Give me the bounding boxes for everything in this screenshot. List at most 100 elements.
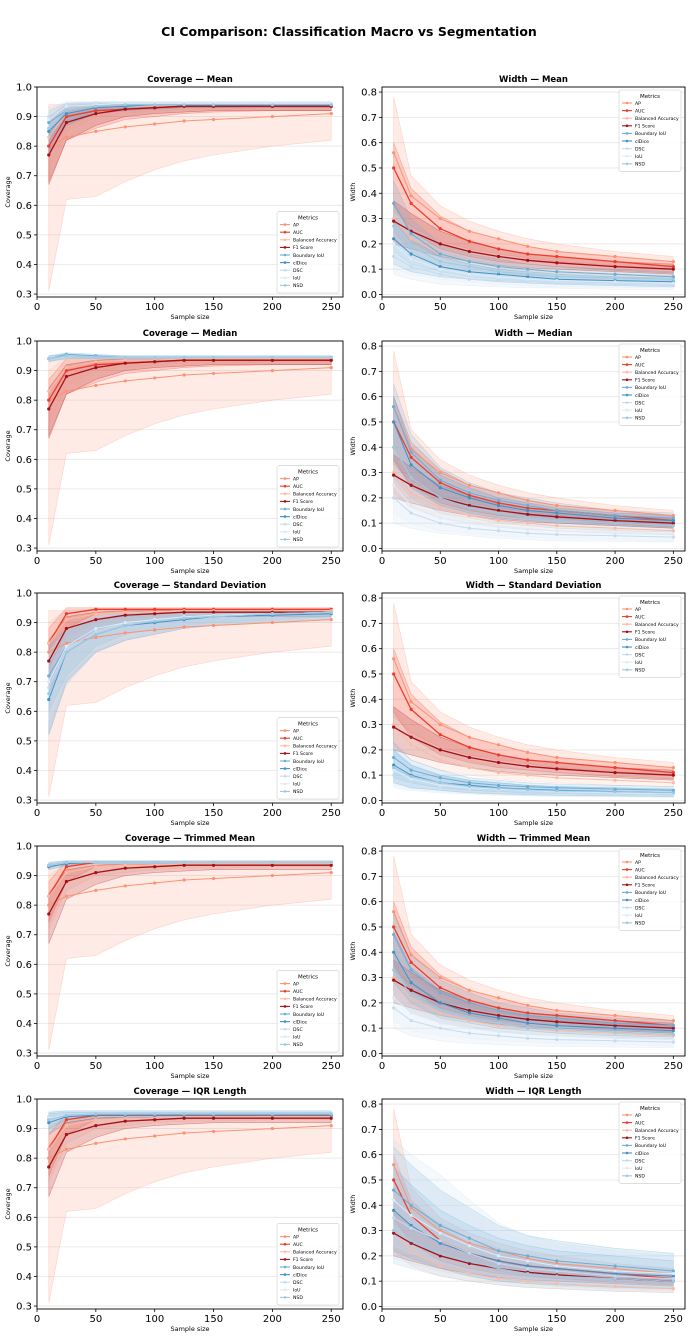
data-point <box>496 491 501 495</box>
data-point <box>153 355 157 359</box>
data-point <box>94 626 98 631</box>
data-point <box>123 1116 127 1120</box>
data-point <box>47 114 51 119</box>
x-tick-label: 150 <box>204 1061 223 1072</box>
chart-title: Width — Mean <box>499 75 568 85</box>
legend-marker <box>625 386 629 389</box>
data-point <box>211 615 216 619</box>
data-point <box>47 407 51 411</box>
chart-cov-median: 0.3 0.4 0.5 0.6 0.7 0.8 0.9 1.0 0 50 100 150 200 250 C… <box>4 329 344 575</box>
data-point <box>64 135 69 139</box>
legend-marker <box>283 774 287 778</box>
data-point <box>671 1018 675 1023</box>
data-point <box>123 103 127 107</box>
x-tick-label: 150 <box>547 302 566 313</box>
legend-label: Boundary IoU <box>635 385 666 391</box>
legend-marker <box>625 1136 629 1140</box>
data-point <box>613 1284 617 1288</box>
data-point <box>64 865 69 869</box>
data-point <box>526 277 530 281</box>
data-point <box>496 498 501 502</box>
data-point <box>438 496 442 500</box>
data-point <box>94 865 98 869</box>
y-tick-label: 0.3 <box>16 1302 32 1313</box>
data-point <box>409 777 413 781</box>
data-point <box>438 486 442 490</box>
legend-label: DSC <box>635 146 645 152</box>
legend-label: Boundary IoU <box>635 637 666 643</box>
data-point <box>613 521 617 525</box>
data-point <box>64 109 69 113</box>
data-point <box>270 620 274 625</box>
legend-label: Boundary IoU <box>293 1265 324 1271</box>
axes-frame <box>36 1098 344 1310</box>
y-tick-label: 0.3 <box>361 720 377 731</box>
data-point <box>496 501 501 505</box>
ci-band-dsc <box>393 476 674 543</box>
legend-label: IoU <box>635 408 643 414</box>
legend-label: AUC <box>293 484 303 490</box>
data-point <box>94 355 98 359</box>
y-tick-label: 0.7 <box>16 171 32 182</box>
chart-title: Width — Median <box>495 329 573 339</box>
data-point <box>94 129 98 133</box>
data-point <box>64 894 69 898</box>
plot-area <box>47 352 333 546</box>
legend-marker <box>283 1043 287 1046</box>
data-point <box>47 641 51 645</box>
data-point <box>409 996 413 1000</box>
data-point <box>392 420 396 424</box>
data-point <box>555 776 559 780</box>
y-tick-label: 0.6 <box>16 1213 32 1224</box>
x-tick-label: 50 <box>434 302 447 313</box>
data-point <box>438 1021 442 1025</box>
data-point <box>671 788 675 792</box>
data-point <box>671 1271 675 1276</box>
data-point <box>47 1156 51 1160</box>
data-point <box>671 265 675 269</box>
legend-marker <box>283 782 287 786</box>
data-point <box>671 1032 675 1037</box>
data-point <box>64 641 69 645</box>
legend-box <box>618 89 682 172</box>
x-tick-label: 150 <box>204 808 223 819</box>
data-point <box>94 888 98 892</box>
data-point <box>671 1269 675 1273</box>
data-point <box>467 1018 472 1023</box>
data-point <box>211 610 216 614</box>
data-point <box>526 758 530 762</box>
data-point <box>467 755 472 760</box>
data-point <box>671 1040 675 1044</box>
data-point <box>182 358 186 362</box>
chart-cov-iqr: 0.3 0.4 0.5 0.6 0.7 0.8 0.9 1.0 0 50 100 150 200 250 C… <box>4 1087 344 1333</box>
data-point <box>496 275 501 279</box>
legend-label: AUC <box>635 614 645 620</box>
data-point <box>153 103 157 107</box>
legend-marker <box>283 515 287 518</box>
x-tick-label: 250 <box>664 556 683 567</box>
data-point <box>182 860 186 864</box>
data-point <box>555 519 559 523</box>
data-point <box>409 201 413 205</box>
data-point <box>613 531 617 535</box>
data-point <box>392 237 396 241</box>
legend-marker <box>283 223 287 226</box>
data-point <box>496 1254 501 1258</box>
data-point <box>392 1208 396 1212</box>
data-point <box>94 112 98 116</box>
data-point <box>438 1231 442 1235</box>
y-tick-label: 0.7 <box>16 425 32 436</box>
data-point <box>671 516 675 520</box>
legend-box <box>618 343 682 426</box>
legend-title: Metrics <box>298 470 318 476</box>
data-point <box>438 1011 442 1015</box>
data-point <box>671 1024 675 1028</box>
data-point <box>467 735 472 739</box>
data-point <box>438 1026 442 1030</box>
data-point <box>409 1249 413 1253</box>
data-point <box>64 871 69 875</box>
legend-label: DSC <box>293 522 303 528</box>
data-point <box>329 863 333 867</box>
legend-label: Boundary IoU <box>293 759 324 765</box>
